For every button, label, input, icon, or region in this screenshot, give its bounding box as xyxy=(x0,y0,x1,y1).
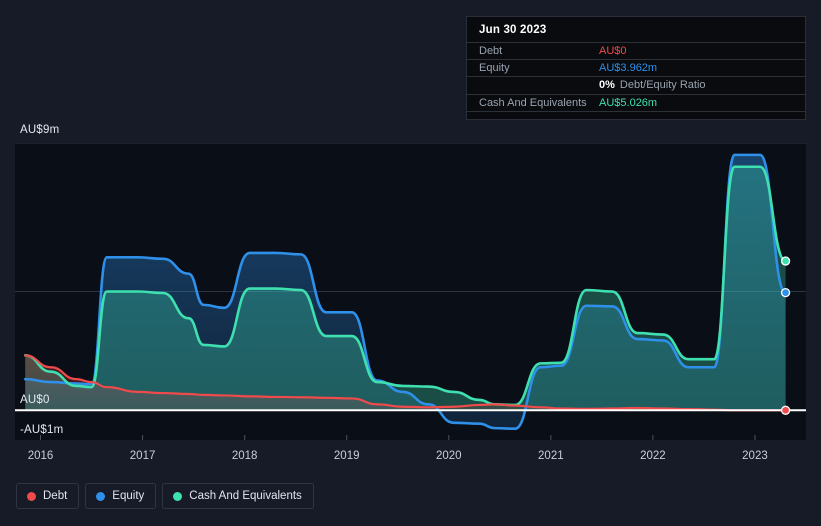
chart-canvas xyxy=(15,143,806,440)
x-axis-label-2018: 2018 xyxy=(231,450,258,462)
legend-item-debt[interactable]: Debt xyxy=(16,483,80,509)
x-axis-label-2022: 2022 xyxy=(640,450,666,462)
endpoint-marker xyxy=(780,256,791,266)
tooltip-value-debt: AU$0 xyxy=(599,45,627,58)
y-axis-label-bottom: -AU$1m xyxy=(20,424,64,436)
endpoint-marker xyxy=(780,405,791,415)
chart-plot-area[interactable] xyxy=(15,143,806,440)
x-axis-label-2016: 2016 xyxy=(27,450,54,462)
legend-item-label: Debt xyxy=(43,490,68,502)
tooltip-footer-divider xyxy=(467,110,805,118)
debt-line xyxy=(24,354,787,412)
legend-dot-icon xyxy=(173,491,183,501)
tooltip-value-cash: AU$5.026m xyxy=(599,96,658,109)
chart-x-ticks xyxy=(40,435,756,440)
tooltip-row-debt: Debt AU$0 xyxy=(467,42,805,59)
cash-line xyxy=(23,165,787,407)
legend-dot-icon xyxy=(27,491,36,501)
tooltip-label-cash: Cash And Equivalents xyxy=(479,96,587,109)
x-axis-label-2019: 2019 xyxy=(333,450,360,462)
legend-dot-icon xyxy=(96,491,106,501)
chart-tooltip: Jun 30 2023 Debt AU$0 Equity AU$3.962m 0… xyxy=(466,16,806,120)
tooltip-date: Jun 30 2023 xyxy=(479,24,547,36)
tooltip-label-equity: Equity xyxy=(479,62,510,75)
tooltip-row-cash: Cash And Equivalents AU$5.026m xyxy=(467,93,805,111)
x-axis-label-2023: 2023 xyxy=(742,450,768,462)
x-axis-label-2017: 2017 xyxy=(129,450,156,462)
tooltip-row-equity: Equity AU$3.962m xyxy=(467,59,805,76)
series-endpoint-markers xyxy=(780,256,791,415)
x-axis-label-2020: 2020 xyxy=(435,450,462,462)
legend-item-equity[interactable]: Equity xyxy=(85,483,157,509)
legend-item-label: Equity xyxy=(112,490,145,502)
legend-item-label: Cash And Equivalents xyxy=(189,490,302,502)
endpoint-marker xyxy=(780,287,791,298)
chart-legend: Debt Equity Cash And Equivalents xyxy=(16,483,314,509)
y-axis-label-top: AU$9m xyxy=(20,124,60,136)
tooltip-value-ratio: 0% xyxy=(599,79,615,92)
tooltip-value-equity: AU$3.962m xyxy=(599,62,658,75)
tooltip-label-debt: Debt xyxy=(479,45,503,58)
equity-line xyxy=(23,153,787,431)
legend-item-cash-and-equivalents[interactable]: Cash And Equivalents xyxy=(162,483,314,509)
tooltip-row-debt-equity-ratio: 0% Debt/Equity Ratio xyxy=(467,76,805,93)
y-axis-label-zero: AU$0 xyxy=(20,394,50,406)
tooltip-suffix-ratio: Debt/Equity Ratio xyxy=(619,79,706,92)
cash-area xyxy=(25,166,786,411)
debt-area xyxy=(25,355,786,411)
x-axis-label-2021: 2021 xyxy=(538,450,564,462)
